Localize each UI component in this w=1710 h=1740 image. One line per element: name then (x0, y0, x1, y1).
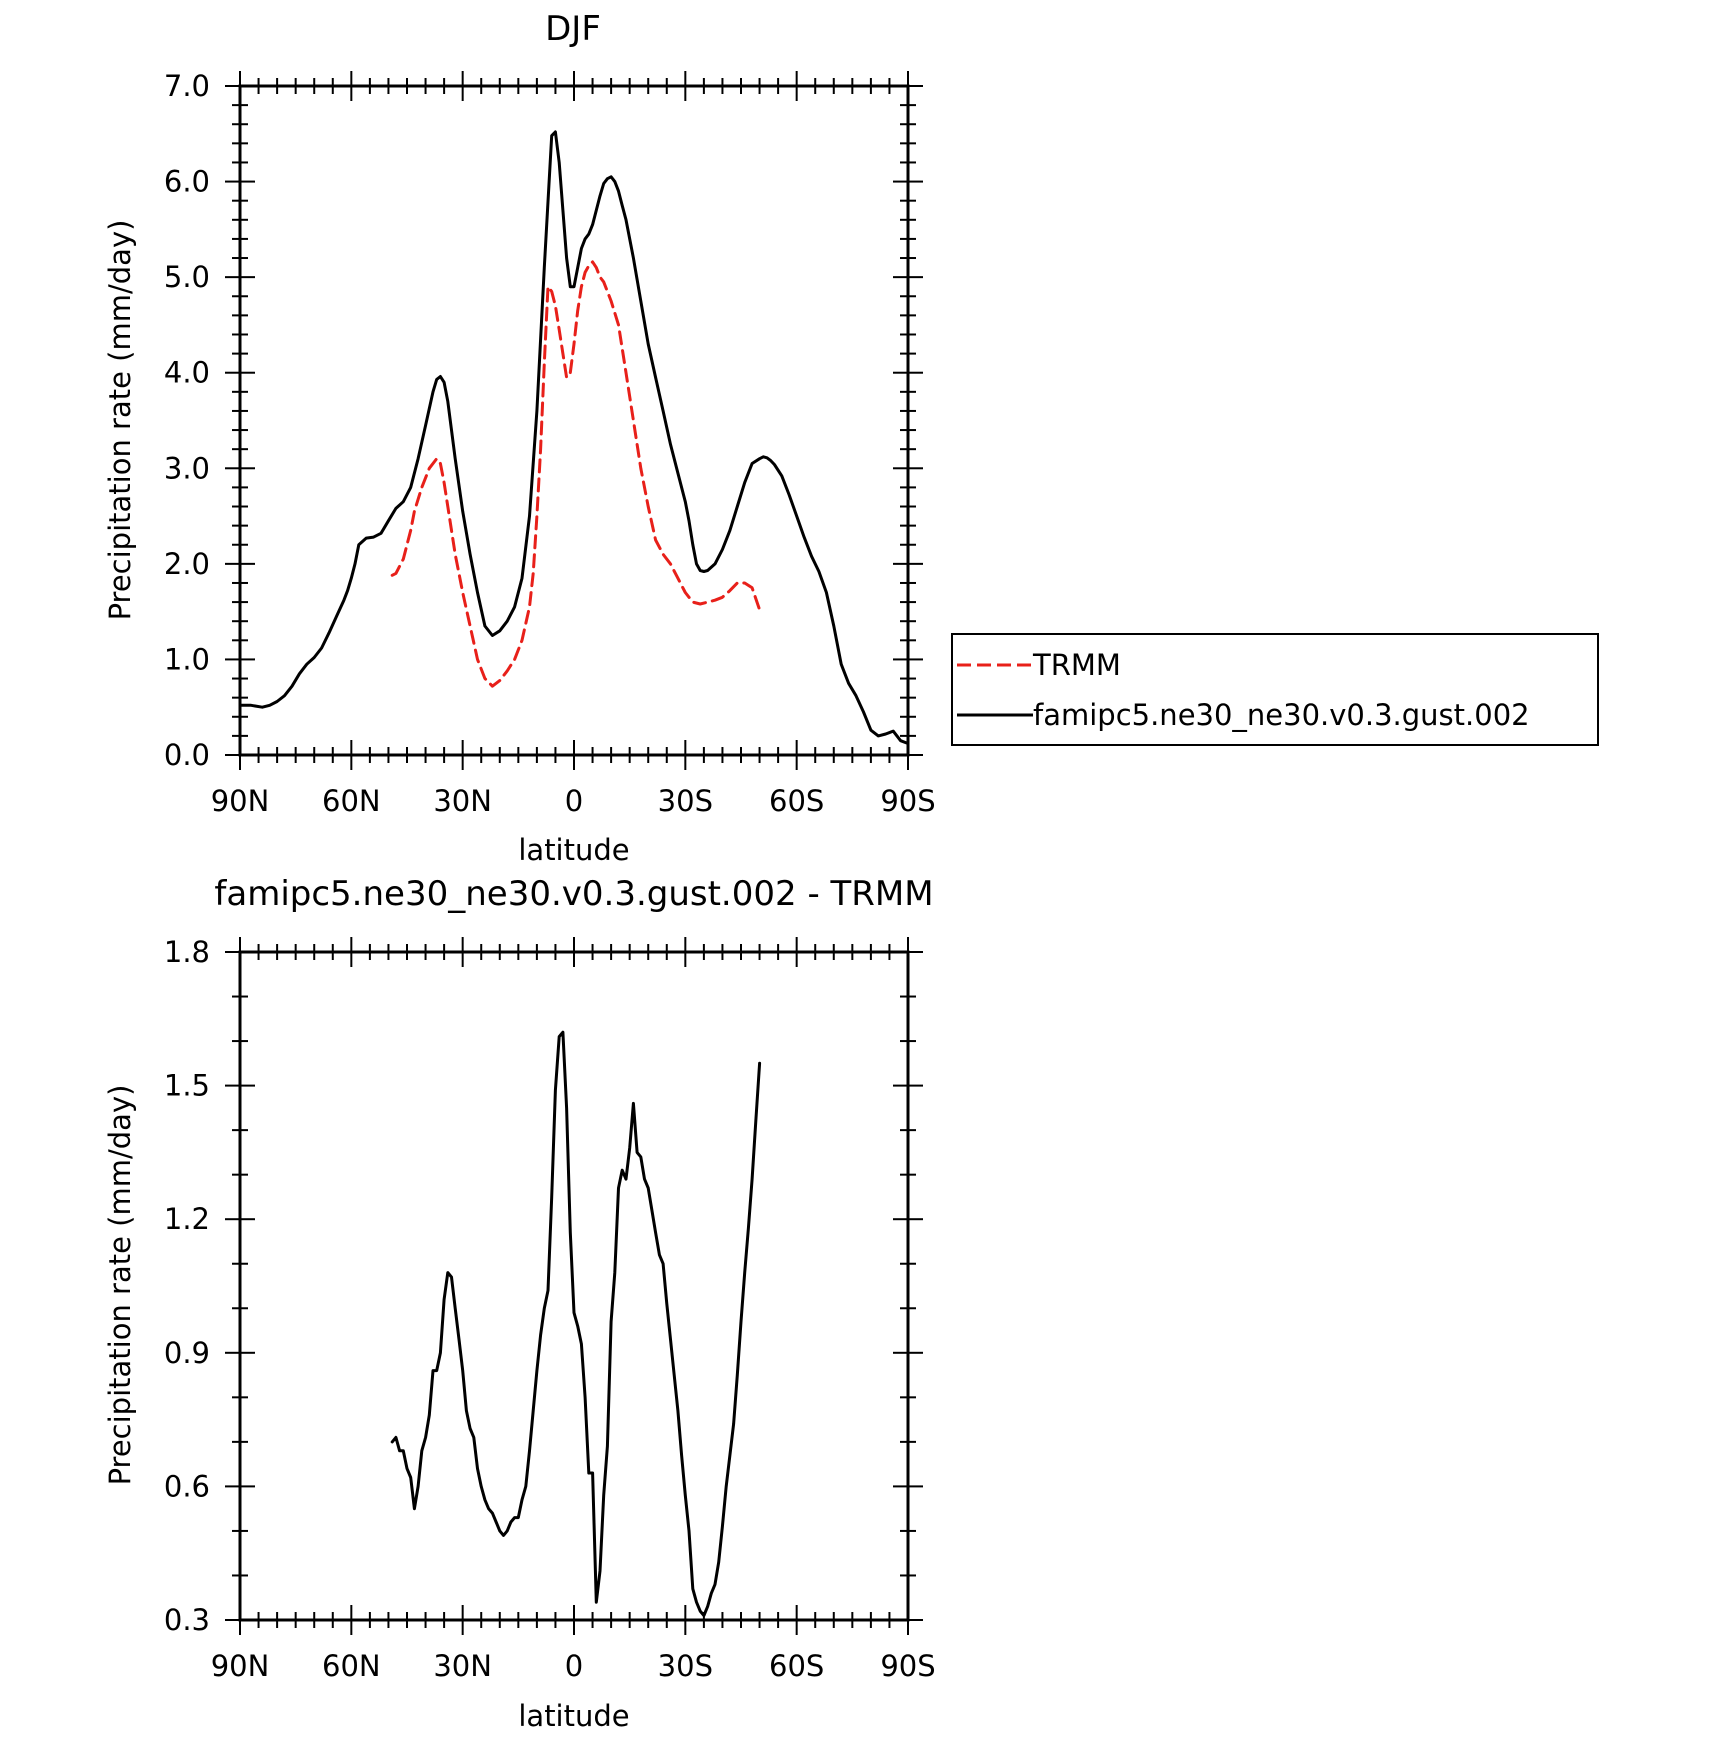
axis-ticks (225, 937, 923, 1635)
x-tick-label: 60S (769, 784, 824, 818)
x-tick-label: 30N (433, 1649, 492, 1683)
legend: TRMM famipc5.ne30_ne30.v0.3.gust.002 (951, 633, 1599, 746)
x-tick-labels: 90N 60N 30N 0 30S 60S 90S (211, 784, 936, 818)
x-tick-label: 30S (658, 784, 713, 818)
series-line-1 (390, 1030, 762, 1617)
x-tick-label: 60N (322, 1649, 381, 1683)
y-tick-label: 6.0 (164, 165, 210, 199)
x-tick-label: 60N (322, 784, 381, 818)
legend-box (951, 633, 1599, 746)
y-tick-label: 2.0 (164, 547, 210, 581)
y-tick-labels: 0.0 1.0 2.0 3.0 4.0 5.0 6.0 7.0 (164, 69, 210, 772)
x-tick-label: 90N (211, 784, 270, 818)
series-line-1 (390, 260, 762, 688)
panel-title: DJF (545, 9, 601, 49)
x-tick-label: 90S (880, 784, 935, 818)
y-tick-label: 1.2 (164, 1202, 210, 1236)
plot-frame (238, 84, 910, 757)
x-axis-label: latitude (518, 833, 629, 867)
x-tick-labels: 90N 60N 30N 0 30S 60S 90S (211, 1649, 936, 1683)
x-tick-label: 60S (769, 1649, 824, 1683)
difference-panel: famipc5.ne30_ne30.v0.3.gust.002 - TRMM 9… (103, 874, 936, 1733)
y-axis-label: Precipitation rate (mm/day) (103, 220, 137, 621)
y-tick-label: 1.8 (164, 935, 210, 969)
series-group (390, 1030, 762, 1617)
panel-title: famipc5.ne30_ne30.v0.3.gust.002 - TRMM (214, 874, 933, 914)
series-line-2 (238, 130, 910, 745)
axis-ticks (225, 71, 923, 770)
y-tick-label: 0.3 (164, 1603, 210, 1637)
x-tick-label: 90N (211, 1649, 270, 1683)
djf-panel: DJF 90N 60N 30N 0 30S 60S 90S 0.0 1.0 2.0 3.0 4.0 5… (103, 9, 936, 867)
y-tick-label: 0.0 (164, 738, 210, 772)
legend-label-trmm: TRMM (1032, 648, 1121, 682)
y-tick-label: 1.0 (164, 642, 210, 676)
y-tick-label: 3.0 (164, 451, 210, 485)
y-tick-label: 0.9 (164, 1336, 210, 1370)
y-tick-label: 1.5 (164, 1069, 210, 1103)
y-tick-labels: 0.3 0.6 0.9 1.2 1.5 1.8 (164, 935, 210, 1637)
y-tick-label: 0.6 (164, 1469, 210, 1503)
y-axis-label: Precipitation rate (mm/day) (103, 1085, 137, 1486)
x-tick-label: 0 (565, 784, 583, 818)
x-tick-label: 30N (433, 784, 492, 818)
x-tick-label: 0 (565, 1649, 583, 1683)
series-group (238, 130, 910, 745)
x-axis-label: latitude (518, 1699, 629, 1733)
y-tick-label: 7.0 (164, 69, 210, 103)
y-tick-label: 4.0 (164, 356, 210, 390)
y-tick-label: 5.0 (164, 260, 210, 294)
x-tick-label: 90S (880, 1649, 935, 1683)
legend-label-model: famipc5.ne30_ne30.v0.3.gust.002 (1033, 698, 1530, 732)
x-tick-label: 30S (658, 1649, 713, 1683)
